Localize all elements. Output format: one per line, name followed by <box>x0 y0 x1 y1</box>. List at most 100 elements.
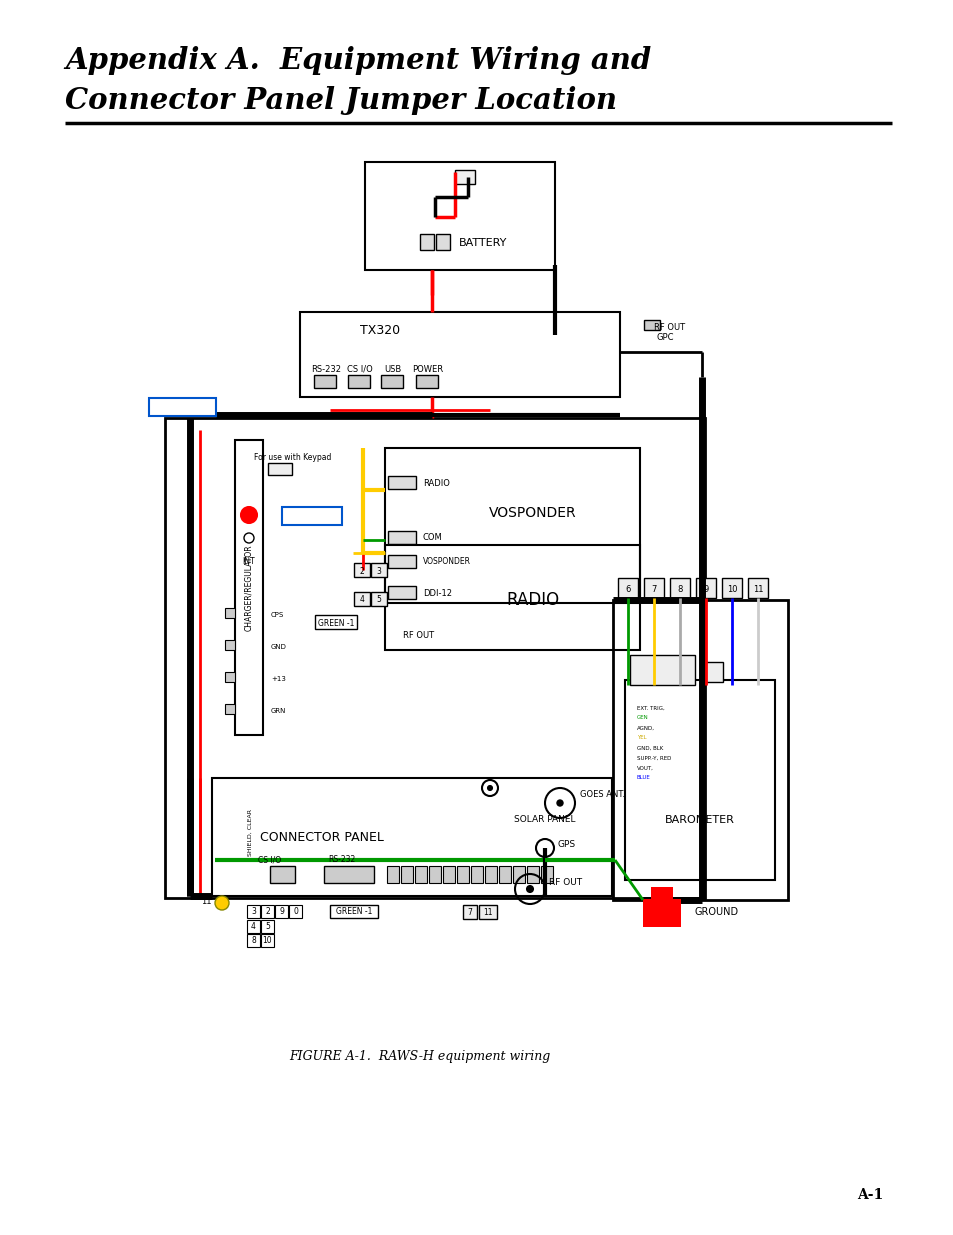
Bar <box>330 905 377 918</box>
Bar <box>314 615 356 629</box>
Text: VOUT,: VOUT, <box>637 766 653 771</box>
Bar <box>247 934 260 947</box>
Text: 11: 11 <box>483 909 493 918</box>
Bar <box>526 866 538 883</box>
Bar <box>513 866 524 883</box>
Text: 9: 9 <box>702 584 708 594</box>
Text: +13: +13 <box>271 676 286 682</box>
Bar <box>388 585 416 599</box>
Circle shape <box>526 885 533 892</box>
Bar <box>212 778 612 897</box>
Text: EXT. TRIG,: EXT. TRIG, <box>637 705 664 710</box>
Bar <box>348 375 370 388</box>
Text: SHIELD, CLEAR: SHIELD, CLEAR <box>247 809 253 857</box>
Bar <box>643 320 659 330</box>
Text: 3: 3 <box>251 908 255 916</box>
Bar <box>365 162 555 270</box>
Text: AGND,: AGND, <box>637 725 655 730</box>
Text: 7: 7 <box>651 584 656 594</box>
Bar <box>247 905 260 918</box>
Bar <box>642 899 680 927</box>
Bar <box>247 920 260 932</box>
Text: RF OUT: RF OUT <box>548 878 581 888</box>
Bar <box>471 866 482 883</box>
Text: PN 16875: PN 16875 <box>158 404 207 412</box>
Bar <box>261 920 274 932</box>
Text: SUPP.-Y, RED: SUPP.-Y, RED <box>637 756 671 761</box>
Text: VOSPONDER: VOSPONDER <box>422 557 471 567</box>
FancyBboxPatch shape <box>282 508 341 525</box>
Text: GPS: GPS <box>558 841 576 850</box>
Bar <box>371 563 387 577</box>
Bar <box>270 866 294 883</box>
Bar <box>225 672 234 682</box>
Text: GOES ANT.: GOES ANT. <box>579 790 624 799</box>
Bar <box>225 640 234 650</box>
Text: GPC: GPC <box>657 333 674 342</box>
Text: 2: 2 <box>359 567 364 576</box>
Bar <box>400 866 413 883</box>
Text: USB: USB <box>384 364 401 373</box>
Text: 3: 3 <box>376 567 381 576</box>
Bar <box>442 866 455 883</box>
Circle shape <box>488 785 492 790</box>
Bar <box>478 905 497 919</box>
Bar <box>419 233 434 249</box>
Text: YEL: YEL <box>637 736 646 741</box>
Text: 4: 4 <box>359 595 364 604</box>
Text: 9: 9 <box>279 908 284 916</box>
Bar <box>314 375 335 388</box>
Bar <box>299 312 619 396</box>
Text: A-1: A-1 <box>856 1188 882 1202</box>
Bar <box>274 905 288 918</box>
Bar <box>324 866 374 883</box>
Bar <box>629 655 695 685</box>
Text: GND: GND <box>271 643 287 650</box>
Text: SOLAR PANEL: SOLAR PANEL <box>514 815 576 825</box>
Text: 10: 10 <box>262 936 272 946</box>
Text: VOSPONDER: VOSPONDER <box>489 506 577 520</box>
Bar <box>416 375 437 388</box>
Circle shape <box>241 508 256 522</box>
Bar <box>456 866 469 883</box>
Bar <box>540 866 553 883</box>
Text: CONNECTOR PANEL: CONNECTOR PANEL <box>260 831 383 845</box>
Bar <box>650 887 672 902</box>
Bar <box>669 578 689 598</box>
Text: INT: INT <box>242 557 255 567</box>
Text: POWER: POWER <box>412 364 443 373</box>
Text: 11: 11 <box>752 584 762 594</box>
Text: 8: 8 <box>251 936 255 946</box>
Text: Appendix A.  Equipment Wiring and: Appendix A. Equipment Wiring and <box>65 46 651 74</box>
Text: 11: 11 <box>200 898 211 906</box>
Text: GEN: GEN <box>637 715 648 720</box>
Text: DDI-12: DDI-12 <box>422 589 452 598</box>
Bar <box>498 866 511 883</box>
Text: TX320: TX320 <box>359 324 399 336</box>
Bar <box>354 563 370 577</box>
Text: 5: 5 <box>265 923 270 931</box>
Text: RS-232: RS-232 <box>311 364 340 373</box>
Text: RF OUT: RF OUT <box>654 322 684 331</box>
Bar <box>268 463 292 475</box>
Bar <box>234 440 263 735</box>
Bar <box>289 905 302 918</box>
Circle shape <box>214 897 229 910</box>
Bar <box>455 170 475 184</box>
Text: GREEN -1: GREEN -1 <box>335 908 372 916</box>
Bar <box>696 578 716 598</box>
Text: BLUE: BLUE <box>637 776 650 781</box>
Text: RS-232: RS-232 <box>328 856 355 864</box>
Text: CS I/O: CS I/O <box>257 856 281 864</box>
Text: CPS: CPS <box>271 613 284 618</box>
Bar <box>261 934 274 947</box>
Bar <box>429 866 440 883</box>
Bar <box>462 905 476 919</box>
Text: GREEN -1: GREEN -1 <box>317 619 354 627</box>
Bar <box>704 662 722 682</box>
Text: COM: COM <box>422 534 442 542</box>
Bar <box>388 475 416 489</box>
Text: 7: 7 <box>467 909 472 918</box>
Text: CHARGER/REGULATOR: CHARGER/REGULATOR <box>244 545 253 631</box>
Text: 8: 8 <box>677 584 682 594</box>
